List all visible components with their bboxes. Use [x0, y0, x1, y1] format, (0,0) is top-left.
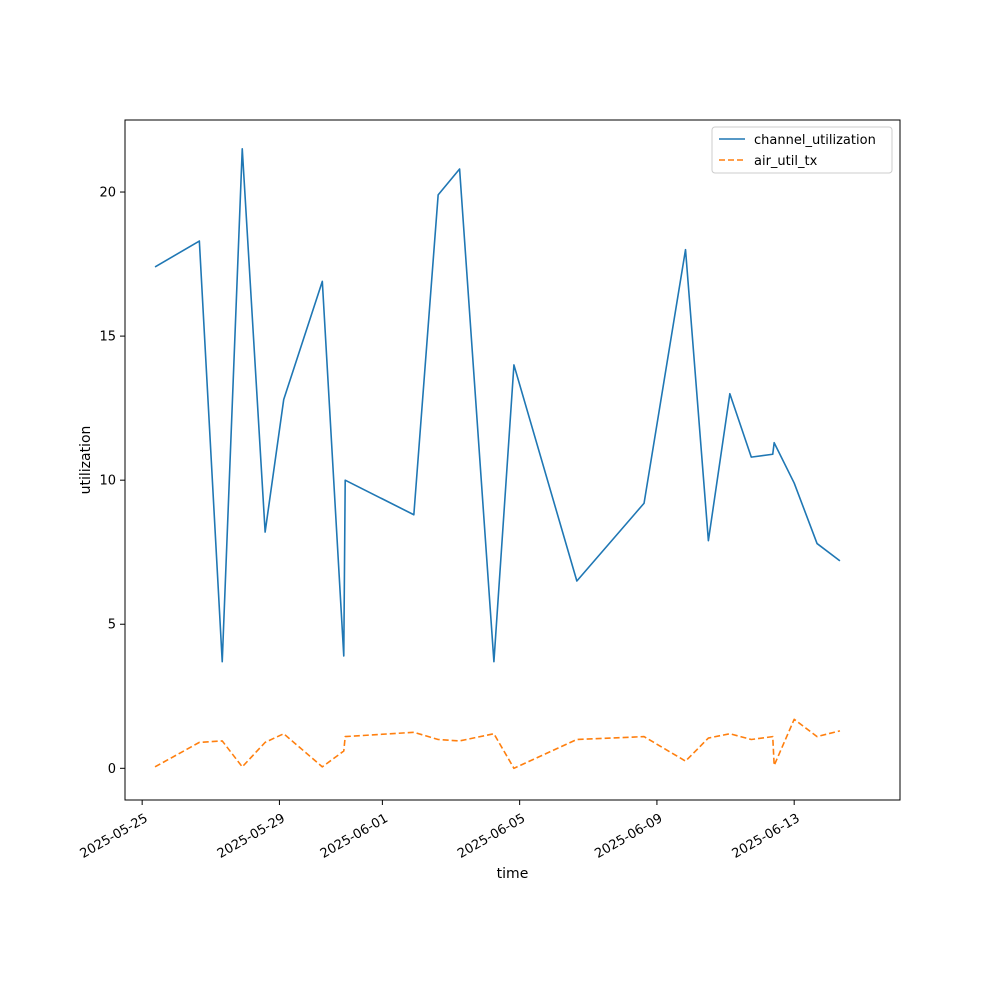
series-line-air-util-tx [154, 718, 841, 770]
legend-label: channel_utilization [754, 133, 876, 148]
x-tick-label: 2025-06-01 [318, 811, 391, 862]
x-tick-label: 2025-06-09 [592, 811, 665, 862]
plot-frame [124, 119, 901, 801]
x-tick-label: 2025-05-29 [215, 811, 288, 862]
x-tick-label: 2025-06-05 [455, 811, 528, 862]
y-axis-label: utilization [78, 426, 94, 495]
y-tick-label: 20 [99, 186, 116, 201]
x-tick-label: 2025-05-25 [78, 811, 151, 862]
legend-label: air_util_tx [754, 154, 818, 169]
legend-box [711, 126, 893, 174]
x-axis-ticks: 2025-05-25 2025-05-29 2025-06-01 2025-06-05… [78, 800, 803, 862]
x-tick-label: 2025-06-13 [730, 811, 803, 862]
y-tick-label: 5 [108, 618, 116, 633]
series-line-channel-utilization [154, 148, 841, 663]
y-axis-ticks: 0 5 10 15 20 [99, 186, 125, 777]
y-tick-label: 0 [108, 762, 116, 777]
plot-lines [154, 148, 841, 770]
y-tick-label: 10 [99, 474, 116, 489]
y-tick-label: 15 [99, 330, 116, 345]
x-axis-label: time [497, 866, 529, 882]
legend: channel_utilization air_util_tx [711, 126, 893, 174]
